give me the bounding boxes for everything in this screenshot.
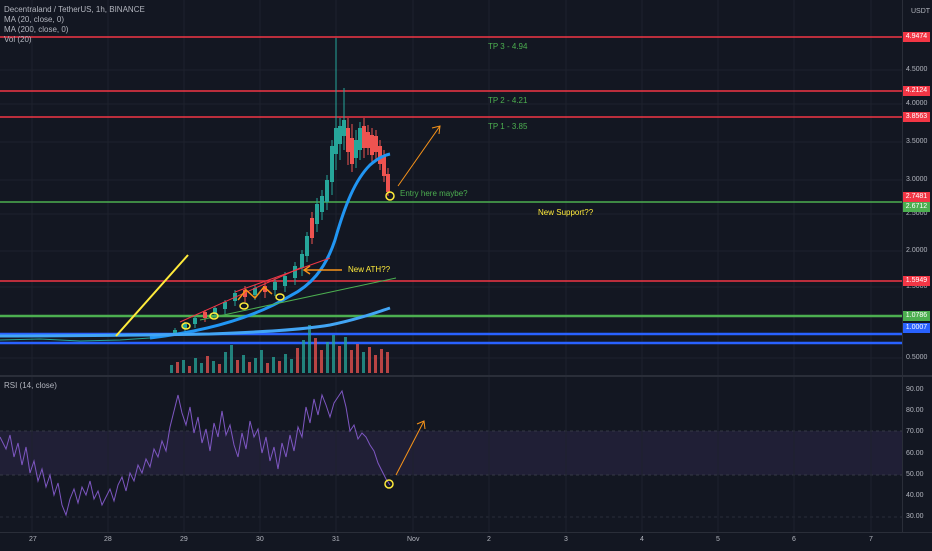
green-channel-line[interactable] [199, 277, 397, 321]
tp1-label: TP 1 - 3.85 [488, 122, 528, 131]
pane-separator[interactable] [0, 375, 932, 377]
ma200-line [0, 306, 391, 338]
rsi-band [0, 431, 902, 475]
price-axis-label: 1.5000 [906, 283, 928, 290]
entry-label: Entry here maybe? [400, 189, 468, 198]
ath-arrow[interactable] [302, 265, 342, 275]
time-axis-label: 3 [564, 536, 568, 543]
volume-bars [170, 325, 389, 373]
price-pane[interactable] [0, 0, 902, 375]
time-axis-label: 4 [640, 536, 644, 543]
rsi-line [0, 389, 391, 517]
yellow-trend-line[interactable] [115, 254, 189, 337]
ma200-legend[interactable]: MA (200, close, 0) [4, 25, 69, 34]
price-tag-tp2: 4.2124 [903, 86, 930, 96]
price-tag-tp3: 4.9474 [903, 32, 930, 42]
rsi-projection-arrow[interactable] [395, 420, 426, 476]
ma20-legend[interactable]: MA (20, close, 0) [4, 15, 65, 24]
volume-legend[interactable]: Vol (20) [4, 35, 32, 44]
price-tag-tp1: 3.8563 [903, 112, 930, 122]
price-axis-label: 0.5000 [906, 354, 928, 361]
indicator-legend: Decentraland / TetherUS, 1h, BINANCE MA … [4, 5, 145, 45]
symbol-title[interactable]: Decentraland / TetherUS, 1h, BINANCE [4, 5, 145, 14]
time-axis-label: 6 [792, 536, 796, 543]
rsi-axis-label: 50.00 [906, 471, 924, 478]
rsi-legend[interactable]: RSI (14, close) [4, 381, 57, 390]
price-axis-label: 2.0000 [906, 247, 928, 254]
currency-label[interactable]: USDT [911, 8, 931, 15]
price-chart-svg [0, 0, 902, 375]
time-axis-label: 27 [29, 536, 37, 543]
price-tag-green: 1.0786 [903, 311, 930, 321]
red-channel-line[interactable] [179, 267, 301, 323]
price-tag-last: 2.7481 [903, 192, 930, 202]
early-price-path [0, 337, 151, 342]
time-axis-label: 5 [716, 536, 720, 543]
rsi-axis-label: 80.00 [906, 407, 924, 414]
ma20-line [149, 152, 391, 340]
orange-zigzag[interactable] [237, 285, 273, 301]
price-grid [0, 0, 902, 375]
rsi-axis-label: 30.00 [906, 513, 924, 520]
rsi-low-circle[interactable] [384, 479, 394, 489]
candles [173, 38, 390, 336]
rsi-axis-label: 60.00 [906, 450, 924, 457]
tp3-label: TP 3 - 4.94 [488, 42, 528, 51]
time-axis-label: 2 [487, 536, 491, 543]
support-label: New Support?? [538, 208, 594, 217]
price-axis-label: 3.5000 [906, 138, 928, 145]
price-tag-blue: 1.0007 [903, 323, 930, 333]
rsi-axis-label: 90.00 [906, 386, 924, 393]
price-tag-support: 2.6712 [903, 202, 930, 212]
rsi-axis-label: 70.00 [906, 428, 924, 435]
time-axis-label: 31 [332, 536, 340, 543]
time-scale[interactable] [0, 532, 932, 551]
time-axis-label: 30 [256, 536, 264, 543]
projection-arrow[interactable] [397, 125, 441, 187]
price-axis-label: 4.5000 [906, 66, 928, 73]
tp2-label: TP 2 - 4.21 [488, 96, 528, 105]
time-axis-label: 7 [869, 536, 873, 543]
price-axis-label: 4.0000 [906, 100, 928, 107]
price-axis-label: 2.5000 [906, 210, 928, 217]
touch-circles [181, 293, 285, 330]
rsi-pane[interactable] [0, 377, 902, 532]
ath-label: New ATH?? [348, 265, 391, 274]
time-axis-label: 28 [104, 536, 112, 543]
red-ath-wedge[interactable] [234, 257, 331, 293]
entry-circle[interactable] [385, 191, 395, 201]
price-axis-label: 3.0000 [906, 176, 928, 183]
time-axis-label: 29 [180, 536, 188, 543]
time-axis-label: Nov [407, 536, 420, 543]
price-tag-ath: 1.5949 [903, 276, 930, 286]
rsi-axis-label: 40.00 [906, 492, 924, 499]
rsi-chart-svg [0, 377, 902, 532]
price-scale[interactable] [902, 0, 932, 532]
rsi-bounds [0, 430, 902, 518]
